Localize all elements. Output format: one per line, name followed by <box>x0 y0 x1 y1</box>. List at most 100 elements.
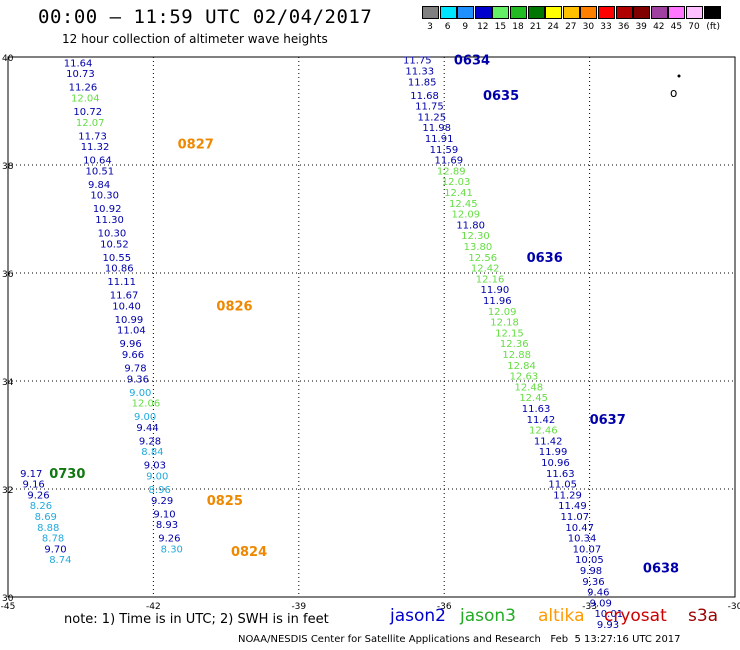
wave-height-label: 10.34 <box>568 534 597 545</box>
wave-height-label: 12.15 <box>495 328 524 339</box>
wave-height-label: 11.75 <box>403 56 432 67</box>
map-title: 00:00 – 11:59 UTC 02/04/2017 <box>38 6 373 28</box>
map-frame <box>7 56 736 598</box>
wave-height-label: 11.90 <box>481 285 510 296</box>
wave-height-label: 11.96 <box>483 296 512 307</box>
wave-height-label: 9.10 <box>153 509 175 520</box>
wave-height-label: 8.69 <box>35 512 57 523</box>
legend-label: 42 <box>653 22 665 32</box>
pass-time-label: 0826 <box>216 299 252 314</box>
lat-tick-label: 32 <box>2 486 13 496</box>
wave-height-label: 12.30 <box>461 231 490 242</box>
wave-height-label: 10.51 <box>86 166 115 177</box>
legend-swatch <box>422 6 439 19</box>
legend-label: 36 <box>617 22 630 32</box>
wave-height-label: 11.63 <box>546 469 575 480</box>
wave-height-label: 10.64 <box>83 156 112 167</box>
legend-swatch <box>527 6 545 19</box>
legend-label: 3 <box>427 22 433 32</box>
wave-height-label: 8.96 <box>149 485 171 496</box>
lat-tick-label: 34 <box>2 378 14 388</box>
wave-height-label: 10.07 <box>573 544 602 555</box>
legend-label: 12 <box>477 22 489 32</box>
legend-swatch <box>510 6 527 19</box>
wave-height-label: 11.32 <box>81 142 110 153</box>
legend-label: 9 <box>462 22 469 32</box>
legend-label: 6 <box>444 22 451 32</box>
wave-height-label: 11.59 <box>430 145 459 156</box>
wave-height-label: 8.30 <box>161 544 183 555</box>
wave-height-label: 11.98 <box>422 123 451 134</box>
wave-height-label: 12.48 <box>514 382 543 393</box>
lon-tick-label: -30 <box>728 602 740 612</box>
wave-height-label: 9.98 <box>580 566 602 577</box>
wave-height-label: 11.33 <box>405 67 434 78</box>
legend-label: 18 <box>512 22 524 32</box>
wave-height-label: 10.40 <box>112 301 141 312</box>
wave-height-label: 9.46 <box>587 588 609 599</box>
wave-height-label: 9.29 <box>151 496 173 507</box>
satellite-altika: altika <box>538 606 585 626</box>
legend-swatch <box>598 6 615 19</box>
wave-height-label: 9.00 <box>129 388 151 399</box>
wave-height-label: 12.56 <box>468 253 497 264</box>
legend-swatch <box>545 6 563 19</box>
wave-height-label: 8.93 <box>156 520 178 531</box>
wave-height-label: 9.00 <box>134 412 156 423</box>
wave-height-label: 12.18 <box>490 318 519 329</box>
wave-height-label: 9.03 <box>144 461 166 472</box>
wave-height-label: 9.84 <box>88 180 110 191</box>
satellite-jason3: jason3 <box>460 606 516 626</box>
wave-height-label: 9.28 <box>139 436 161 447</box>
wave-height-label: 10.96 <box>541 458 570 469</box>
wave-height-label: 10.05 <box>575 555 604 566</box>
wave-height-label: 11.07 <box>561 512 590 523</box>
wave-height-label: 11.11 <box>107 277 136 288</box>
lon-tick-label: -36 <box>437 602 452 612</box>
legend-swatch <box>439 6 457 19</box>
wave-height-label: 11.85 <box>408 77 437 88</box>
credit-text: NOAA/NESDIS Center for Satellite Applica… <box>238 634 681 645</box>
legend-label: 30 <box>582 22 595 32</box>
lon-tick-label: -39 <box>291 602 306 612</box>
wave-height-label: 12.46 <box>529 426 558 437</box>
island-marker: o <box>670 86 677 100</box>
wave-height-label: 8.84 <box>141 447 163 458</box>
legend-label: 39 <box>635 22 647 32</box>
wave-height-label: 12.84 <box>507 361 536 372</box>
wave-height-label: 10.30 <box>90 191 119 202</box>
wave-height-label: 9.78 <box>124 364 146 375</box>
lon-tick-label: -42 <box>146 602 161 612</box>
wave-height-label: 11.67 <box>110 291 139 302</box>
wave-height-label: 9.09 <box>590 598 612 609</box>
wave-height-label: 11.91 <box>425 134 454 145</box>
pass-time-label: 0636 <box>527 251 563 266</box>
wave-height-label: 8.26 <box>30 501 52 512</box>
wave-height-label: 11.26 <box>69 83 98 94</box>
legend-swatch <box>580 6 598 19</box>
wave-height-label: 11.68 <box>410 91 439 102</box>
legend-swatch <box>650 6 668 19</box>
wave-height-label: 11.80 <box>456 220 485 231</box>
wave-height-label: 9.00 <box>146 472 168 483</box>
wave-height-label: 9.66 <box>122 350 144 361</box>
wave-height-label: 10.30 <box>98 229 127 240</box>
legend-swatch <box>457 6 475 19</box>
lat-tick-label: 38 <box>2 162 14 172</box>
wave-height-label: 12.16 <box>476 274 505 285</box>
wave-height-label: 10.52 <box>100 239 129 250</box>
legend-swatch <box>615 6 633 19</box>
wave-height-label: 9.96 <box>119 339 141 350</box>
wave-height-label: 11.49 <box>558 501 587 512</box>
wave-height-label: 12.09 <box>451 210 480 221</box>
wave-height-label: 9.26 <box>158 534 180 545</box>
legend-label: 24 <box>547 22 559 32</box>
wave-height-label: 11.29 <box>553 490 582 501</box>
wave-height-label: 10.99 <box>115 315 144 326</box>
wave-height-label: 12.09 <box>488 307 517 318</box>
wave-height-label: 11.73 <box>78 131 107 142</box>
legend-label: 15 <box>494 22 507 32</box>
lat-tick-label: 30 <box>2 594 14 604</box>
pass-time-label: 0634 <box>454 54 490 69</box>
wave-height-label: 11.25 <box>418 112 447 123</box>
